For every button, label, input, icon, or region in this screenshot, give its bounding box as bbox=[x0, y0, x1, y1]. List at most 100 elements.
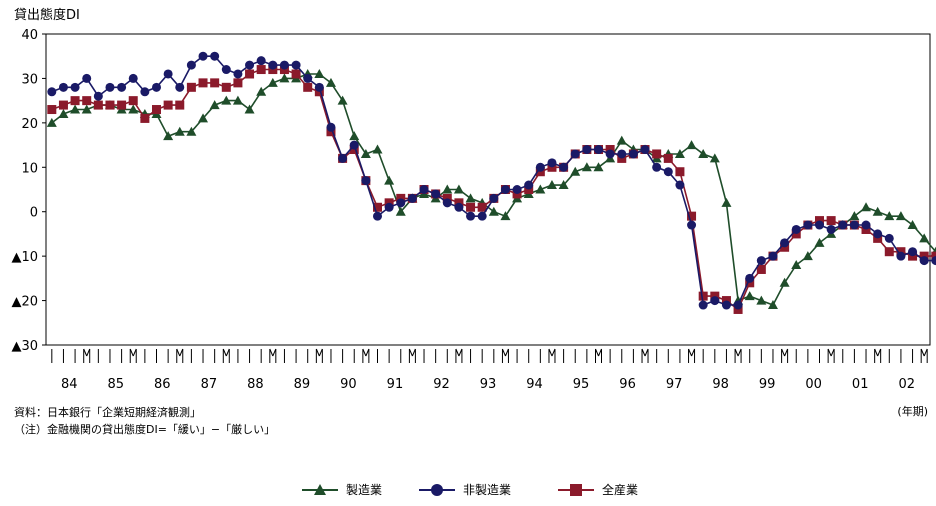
data-point-manufacturing bbox=[58, 108, 69, 118]
x-tick-label: 89 bbox=[294, 377, 311, 392]
data-point-all-industries bbox=[128, 96, 138, 106]
x-tick bbox=[501, 348, 506, 357]
data-point-manufacturing bbox=[221, 95, 232, 105]
data-point-manufacturing bbox=[500, 211, 511, 221]
data-point-manufacturing bbox=[384, 175, 395, 185]
data-point-manufacturing bbox=[232, 95, 243, 105]
data-point-all-industries bbox=[105, 100, 115, 110]
data-point-manufacturing bbox=[186, 126, 197, 136]
x-tick bbox=[269, 348, 274, 357]
data-point-manufacturing bbox=[581, 162, 592, 172]
x-tick-label: 91 bbox=[387, 377, 404, 392]
data-point-nonmanufacturing bbox=[233, 69, 243, 79]
data-point-all-industries bbox=[175, 100, 185, 110]
y-tick-label: ▲30 bbox=[11, 339, 38, 354]
data-point-nonmanufacturing bbox=[105, 82, 115, 92]
data-point-manufacturing bbox=[593, 162, 604, 172]
data-point-nonmanufacturing bbox=[838, 220, 848, 230]
data-point-all-industries bbox=[221, 82, 231, 92]
x-tick-label: 93 bbox=[480, 377, 497, 392]
data-point-nonmanufacturing bbox=[524, 180, 534, 190]
data-point-nonmanufacturing bbox=[745, 273, 755, 283]
data-point-manufacturing bbox=[395, 206, 406, 216]
data-point-nonmanufacturing bbox=[594, 145, 603, 155]
data-point-manufacturing bbox=[907, 220, 918, 230]
data-point-manufacturing bbox=[558, 180, 569, 190]
x-tick-label: 90 bbox=[340, 377, 357, 392]
data-point-nonmanufacturing bbox=[570, 149, 580, 159]
data-point-nonmanufacturing bbox=[140, 87, 150, 97]
data-point-manufacturing bbox=[919, 233, 930, 243]
x-tick bbox=[408, 348, 413, 357]
data-point-all-industries bbox=[931, 251, 936, 261]
data-point-manufacturing bbox=[546, 180, 557, 190]
data-point-all-industries bbox=[58, 100, 68, 110]
y-tick-label: 20 bbox=[21, 117, 38, 132]
data-point-nonmanufacturing bbox=[454, 202, 464, 212]
data-point-nonmanufacturing bbox=[349, 140, 359, 150]
data-point-all-industries bbox=[884, 247, 894, 257]
data-point-nonmanufacturing bbox=[186, 60, 196, 70]
data-point-nonmanufacturing bbox=[58, 82, 68, 92]
x-tick bbox=[920, 348, 925, 357]
data-point-manufacturing bbox=[128, 104, 139, 114]
x-tick-label: 02 bbox=[898, 377, 915, 392]
data-point-nonmanufacturing bbox=[431, 189, 441, 199]
x-tick bbox=[734, 348, 739, 357]
series-line-3 bbox=[51, 68, 936, 311]
data-point-manufacturing bbox=[861, 202, 872, 212]
y-tick-label: 40 bbox=[21, 28, 38, 43]
data-point-manufacturing bbox=[895, 211, 906, 221]
data-point-all-industries bbox=[47, 105, 57, 115]
data-point-all-industries bbox=[152, 105, 161, 115]
data-point-manufacturing bbox=[163, 131, 174, 141]
data-point-all-industries bbox=[756, 264, 766, 274]
series-line-2 bbox=[51, 55, 936, 307]
data-point-nonmanufacturing bbox=[652, 162, 662, 172]
data-point-manufacturing bbox=[70, 104, 81, 114]
x-tick-label: 96 bbox=[619, 377, 636, 392]
data-point-nonmanufacturing bbox=[849, 220, 859, 230]
data-point-all-industries bbox=[82, 96, 92, 106]
data-point-nonmanufacturing bbox=[198, 51, 208, 61]
source-note: 資料：日本銀行「企業短期経済観測」 bbox=[14, 406, 201, 419]
legend-label-nonmanufacturing: 非製造業 bbox=[463, 483, 512, 497]
data-point-nonmanufacturing bbox=[384, 202, 394, 212]
data-point-manufacturing bbox=[884, 211, 895, 221]
data-point-nonmanufacturing bbox=[559, 162, 569, 172]
data-point-nonmanufacturing bbox=[721, 300, 731, 310]
data-point-all-industries bbox=[186, 82, 196, 92]
legend-label-all-industries: 全産業 bbox=[602, 483, 639, 497]
data-point-nonmanufacturing bbox=[512, 185, 522, 194]
data-point-nonmanufacturing bbox=[873, 229, 883, 239]
data-point-nonmanufacturing bbox=[733, 300, 743, 310]
data-point-nonmanufacturing bbox=[710, 296, 720, 306]
data-point-all-industries bbox=[245, 69, 255, 79]
data-point-all-industries bbox=[256, 65, 266, 75]
data-point-nonmanufacturing bbox=[477, 211, 487, 221]
legend-item-all-industries: 全産業 bbox=[556, 481, 638, 498]
data-point-all-industries bbox=[303, 82, 313, 92]
x-tick-label: 01 bbox=[852, 377, 869, 392]
x-tick-label: 95 bbox=[573, 377, 590, 392]
data-point-nonmanufacturing bbox=[82, 73, 92, 83]
data-point-manufacturing bbox=[698, 148, 709, 158]
data-point-manufacturing bbox=[488, 206, 499, 216]
x-tick-label: 88 bbox=[247, 377, 264, 392]
data-point-nonmanufacturing bbox=[815, 220, 824, 230]
data-point-manufacturing bbox=[442, 184, 453, 194]
legend-label-manufacturing: 製造業 bbox=[346, 483, 383, 497]
data-point-nonmanufacturing bbox=[582, 145, 592, 155]
data-point-nonmanufacturing bbox=[756, 256, 766, 266]
data-point-all-industries bbox=[70, 96, 80, 106]
data-point-manufacturing bbox=[174, 126, 185, 136]
data-point-nonmanufacturing bbox=[884, 233, 894, 243]
data-point-all-industries bbox=[675, 167, 685, 177]
x-tick bbox=[129, 348, 134, 357]
x-tick bbox=[874, 348, 879, 357]
data-point-manufacturing bbox=[46, 117, 57, 127]
x-axis-unit-label: (年期) bbox=[897, 405, 928, 418]
data-point-nonmanufacturing bbox=[698, 300, 708, 310]
data-point-nonmanufacturing bbox=[175, 82, 185, 92]
